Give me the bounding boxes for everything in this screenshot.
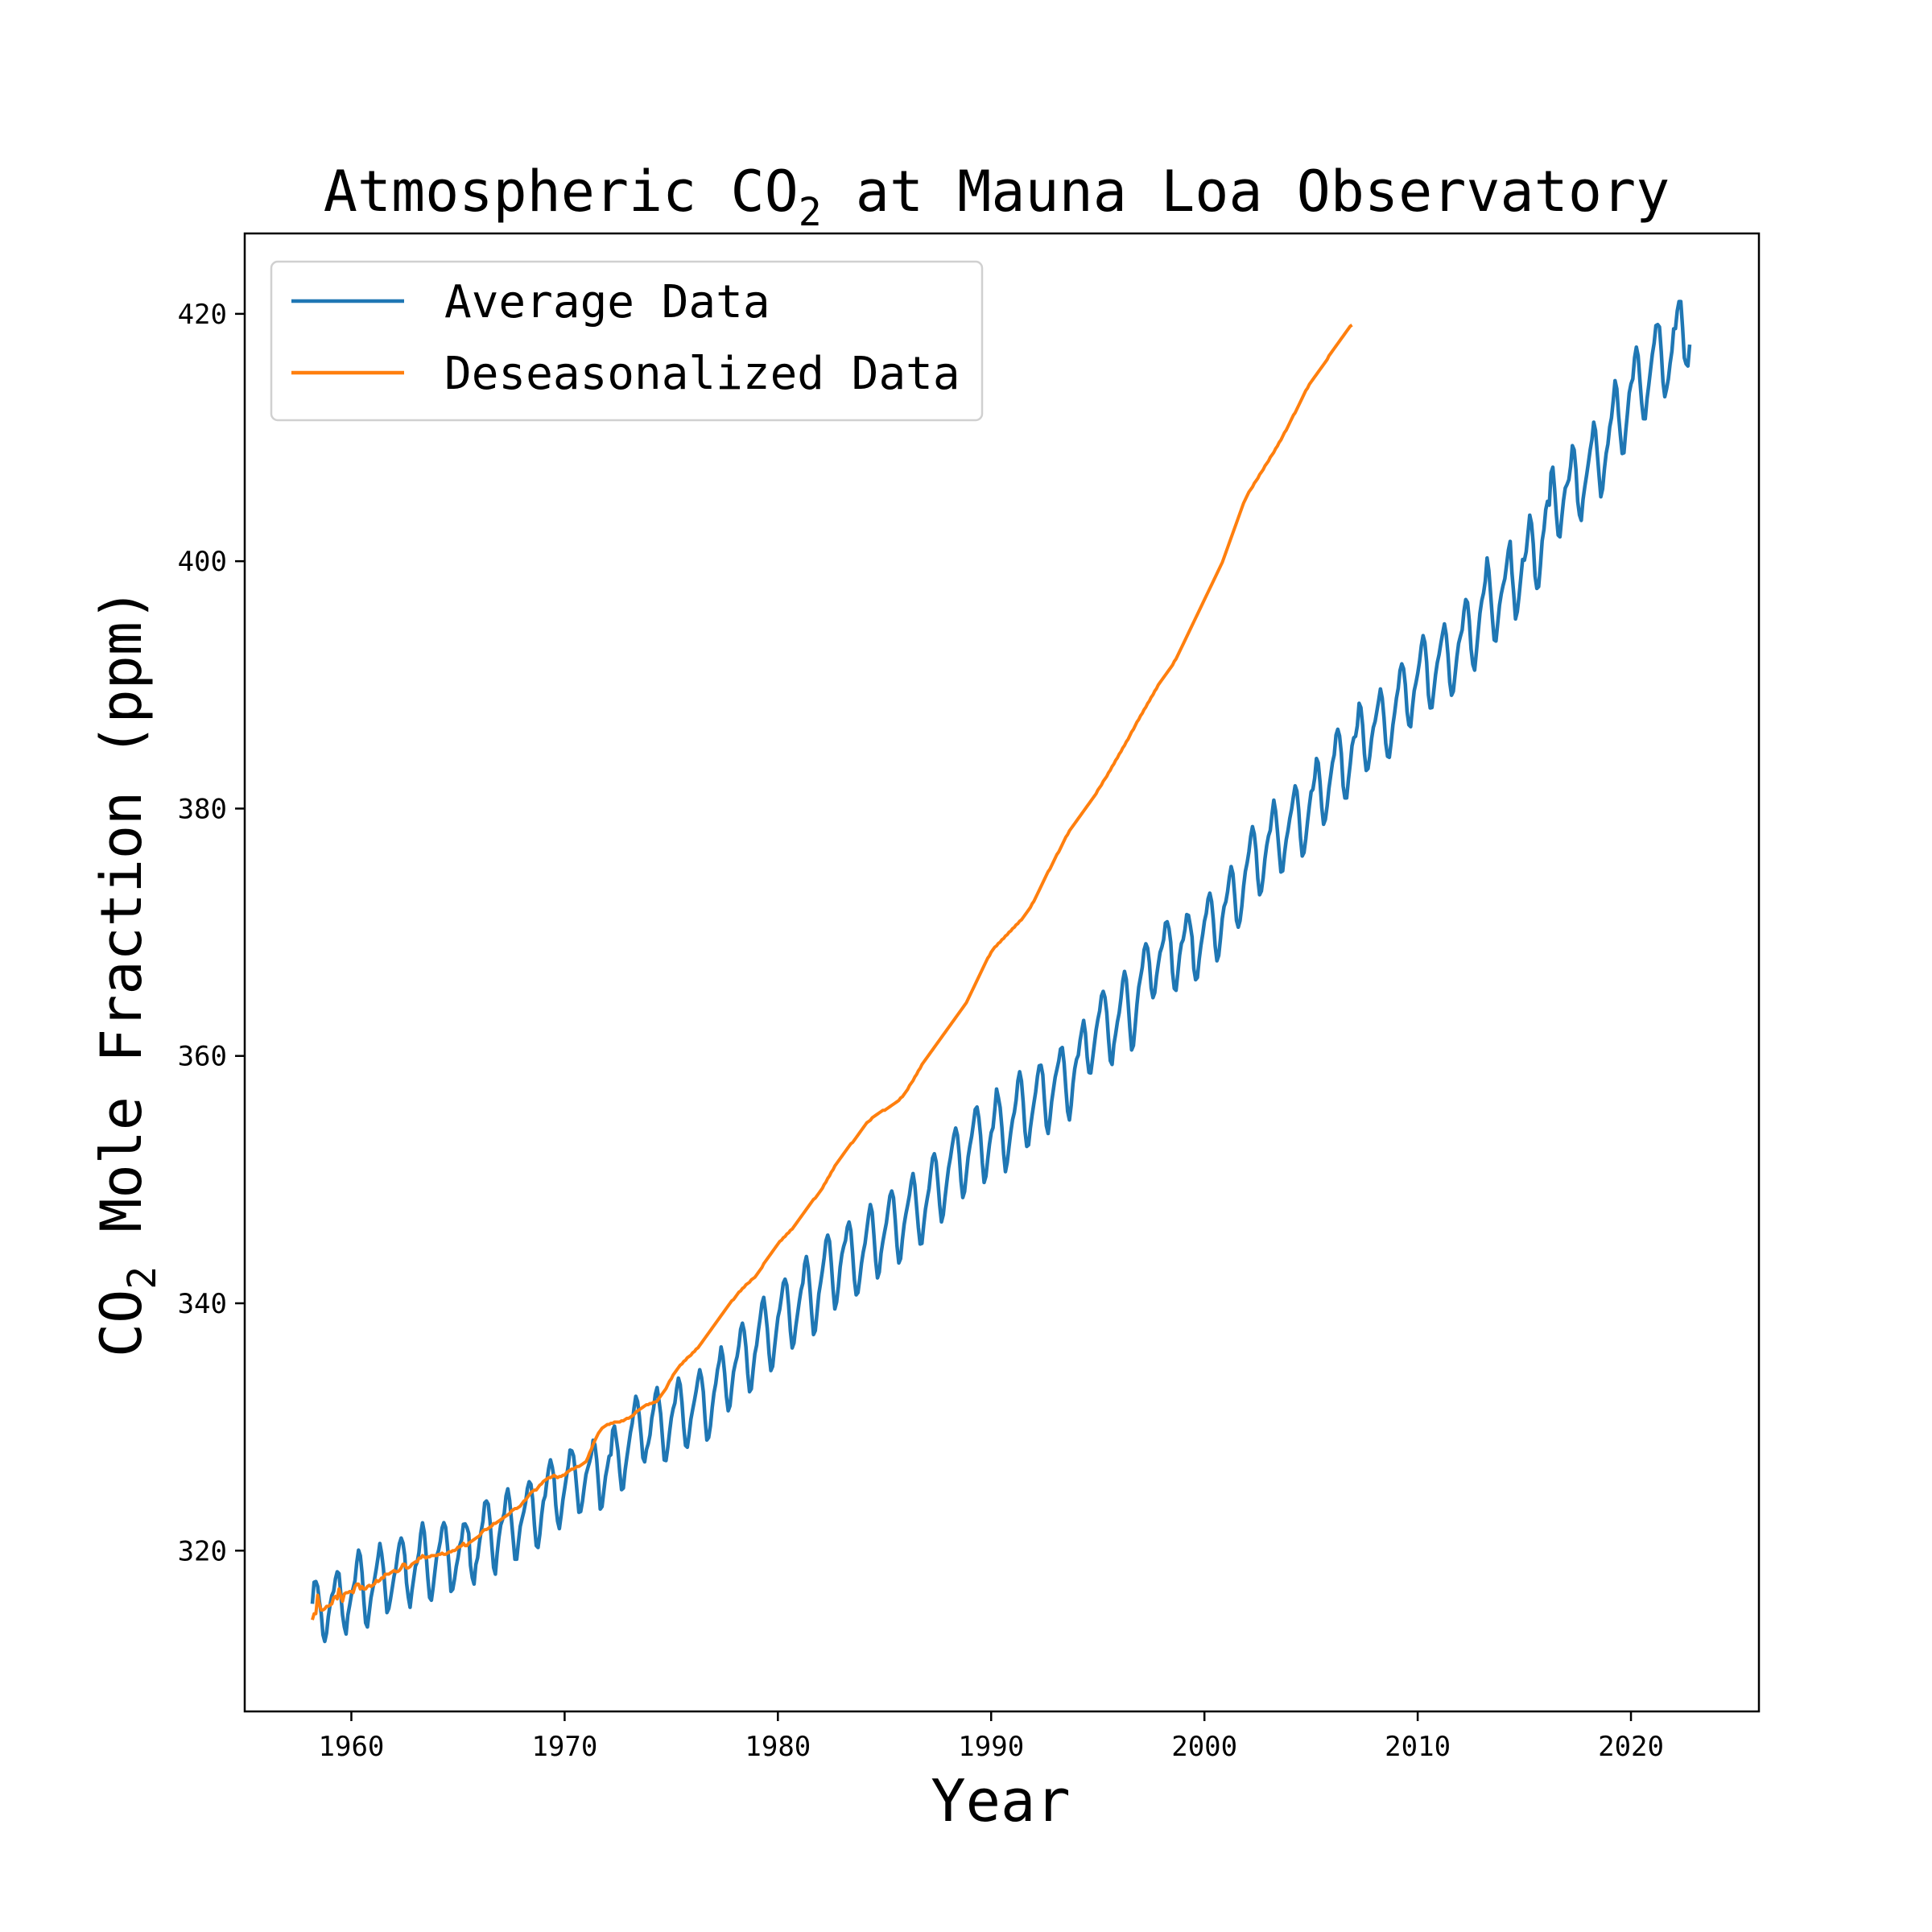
x-axis-label: Year (931, 1767, 1070, 1835)
chart-title-main: Atmospheric CO (324, 159, 799, 225)
y-tick-label: 320 (178, 1535, 227, 1567)
y-axis-label-rest: Mole Fraction (ppm) (89, 588, 155, 1266)
series-layer (310, 299, 1692, 1644)
x-axis-ticks: 1960 1970 1980 1990 2000 2010 2020 (319, 1711, 1664, 1763)
chart-title-subscript: 2 (799, 190, 822, 235)
legend-label-deseasonalized: Deseasonalized Data (444, 348, 960, 400)
chart-title: Atmospheric CO2 at Mauna Loa Observatory (324, 159, 1670, 235)
y-tick-label: 380 (178, 793, 227, 825)
x-tick-label: 2000 (1171, 1731, 1237, 1763)
series-line-average (310, 299, 1692, 1644)
y-axis-label: CO2 Mole Fraction (ppm) (89, 588, 165, 1357)
y-tick-label: 420 (178, 299, 227, 331)
y-axis-label-subscript: 2 (120, 1266, 165, 1290)
x-tick-label: 2010 (1385, 1731, 1451, 1763)
chart-title-rest: at Mauna Loa Observatory (822, 159, 1670, 225)
y-axis-label-main: CO (89, 1290, 155, 1357)
y-tick-label: 340 (178, 1288, 227, 1320)
legend: Average Data Deseasonalized Data (270, 260, 984, 422)
y-tick-label: 400 (178, 546, 227, 578)
plot-area-frame (243, 232, 1761, 1713)
x-tick-label: 1970 (531, 1731, 597, 1763)
y-axis-ticks: 320 340 360 380 400 420 (178, 299, 245, 1567)
x-tick-label: 1990 (958, 1731, 1024, 1763)
series-line-deseasonalized (311, 324, 1353, 1620)
legend-box (270, 260, 984, 422)
x-tick-label: 1980 (745, 1731, 811, 1763)
y-tick-label: 360 (178, 1041, 227, 1073)
x-tick-label: 2020 (1598, 1731, 1664, 1763)
x-tick-label: 1960 (319, 1731, 385, 1763)
legend-label-average: Average Data (444, 276, 770, 328)
